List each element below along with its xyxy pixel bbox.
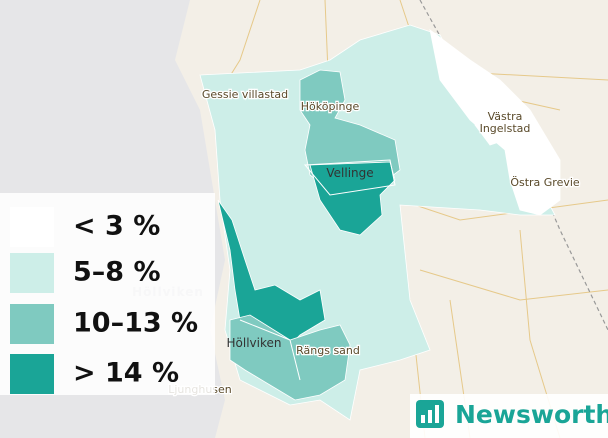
logo-icon-bar (428, 410, 432, 423)
legend-swatch (10, 253, 54, 293)
place-label: Hököpinge (301, 100, 360, 113)
place-label: Höllviken (227, 336, 282, 350)
railway (419, 0, 608, 331)
legend: < 3 % 5–8 % 10–13 % > 14 % (10, 207, 198, 394)
legend-label: > 14 % (73, 358, 179, 389)
place-label: Ingelstad (480, 122, 531, 135)
logo: Newsworthy (410, 394, 608, 438)
region (474, 99, 506, 146)
legend-label: < 3 % (73, 211, 160, 242)
legend-swatch (10, 354, 54, 394)
logo-text: Newsworthy (455, 400, 608, 429)
place-label: Vellinge (326, 166, 373, 180)
place-label: Västra (488, 110, 523, 123)
logo-icon-bar (421, 415, 425, 423)
legend-label: 10–13 % (73, 308, 198, 339)
place-label: Gessie villastad (202, 88, 288, 101)
legend-swatch (10, 207, 54, 247)
place-label: Rängs sand (296, 344, 360, 357)
region (217, 199, 326, 346)
legend-swatch (10, 304, 54, 344)
place-label: Östra Grevie (510, 176, 580, 189)
logo-icon-bar (435, 405, 439, 423)
regions (199, 24, 561, 421)
region (299, 69, 401, 191)
borders (239, 159, 396, 381)
legend-label: 5–8 % (73, 257, 161, 288)
